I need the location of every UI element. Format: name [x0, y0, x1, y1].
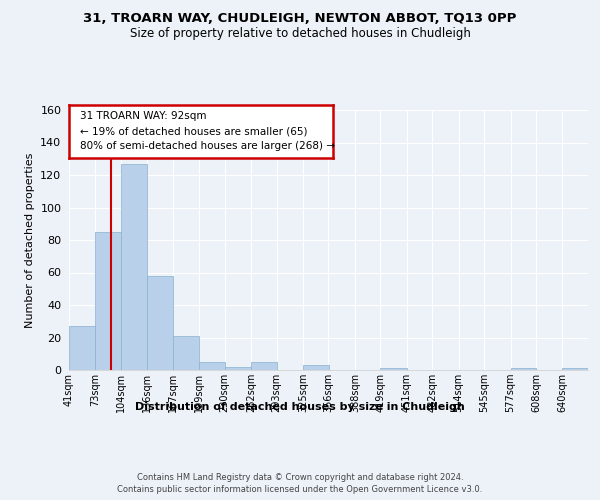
Bar — [562, 368, 588, 370]
Bar — [511, 368, 536, 370]
Bar — [251, 362, 277, 370]
Bar — [173, 336, 199, 370]
Text: Distribution of detached houses by size in Chudleigh: Distribution of detached houses by size … — [135, 402, 465, 412]
Text: 31, TROARN WAY, CHUDLEIGH, NEWTON ABBOT, TQ13 0PP: 31, TROARN WAY, CHUDLEIGH, NEWTON ABBOT,… — [83, 12, 517, 26]
Bar — [69, 326, 95, 370]
Bar — [121, 164, 147, 370]
Bar — [303, 365, 329, 370]
Bar — [224, 367, 251, 370]
Bar — [199, 362, 224, 370]
Bar — [147, 276, 173, 370]
Text: 31 TROARN WAY: 92sqm
← 19% of detached houses are smaller (65)
80% of semi-detac: 31 TROARN WAY: 92sqm ← 19% of detached h… — [80, 112, 335, 151]
Bar — [380, 368, 407, 370]
Y-axis label: Number of detached properties: Number of detached properties — [25, 152, 35, 328]
Text: Size of property relative to detached houses in Chudleigh: Size of property relative to detached ho… — [130, 28, 470, 40]
Text: Contains HM Land Registry data © Crown copyright and database right 2024.: Contains HM Land Registry data © Crown c… — [137, 472, 463, 482]
Bar — [95, 232, 121, 370]
Text: Contains public sector information licensed under the Open Government Licence v3: Contains public sector information licen… — [118, 485, 482, 494]
